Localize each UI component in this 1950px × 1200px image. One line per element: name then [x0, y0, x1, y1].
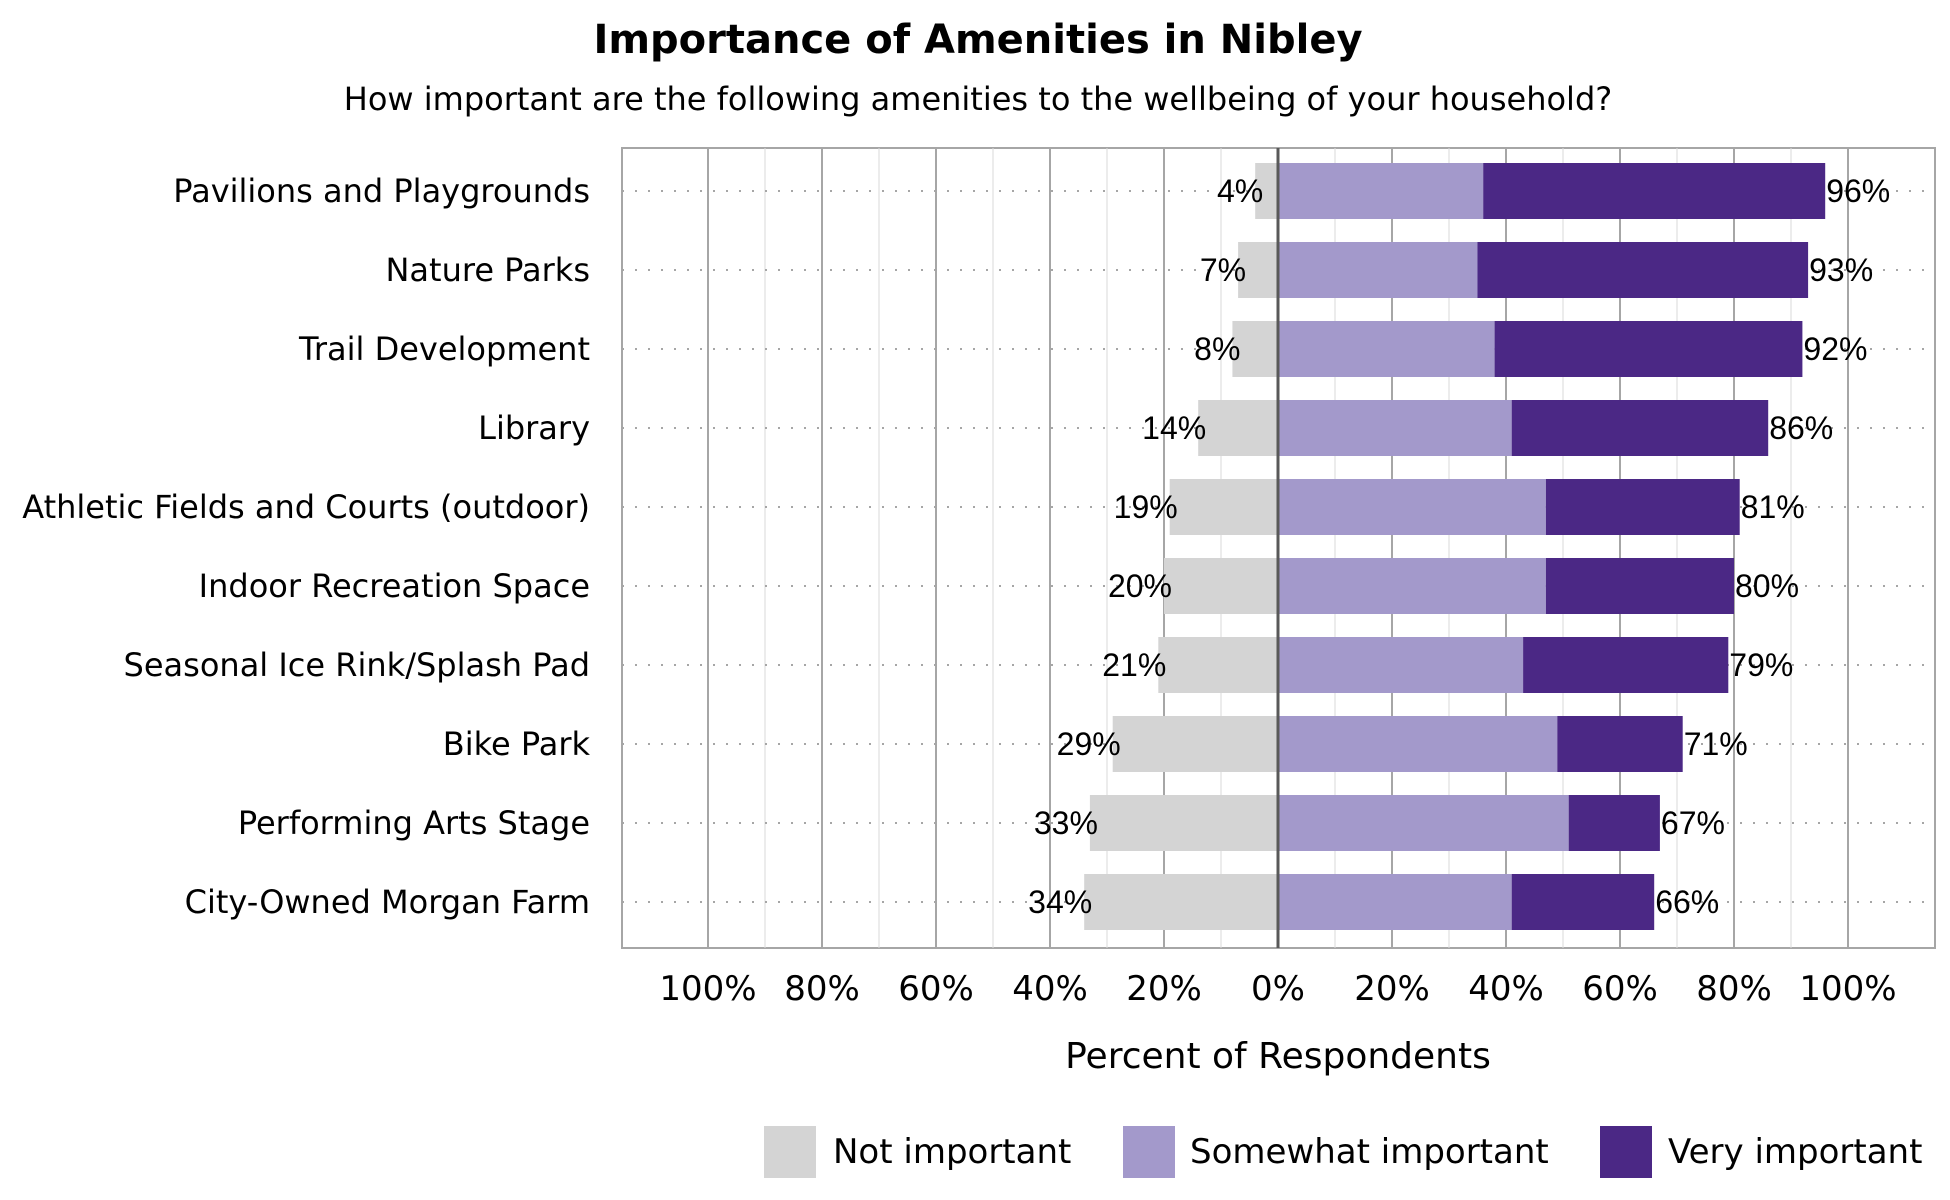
- right-data-label: 86%: [1769, 410, 1833, 446]
- left-data-label: 14%: [1142, 410, 1206, 446]
- right-data-label: 80%: [1735, 568, 1799, 604]
- right-data-label: 81%: [1741, 489, 1805, 525]
- left-data-label: 29%: [1057, 726, 1121, 762]
- plot-area: 4% 96% 7% 93% 8% 92% 14% 86% 19% 81% 20% 80% 21% 79% 2…: [621, 147, 1936, 949]
- right-data-label: 96%: [1826, 173, 1890, 209]
- legend-swatch: [1123, 1126, 1175, 1178]
- bar-not-important-3: [1198, 400, 1278, 456]
- bar-somewhat-important-7: [1278, 716, 1558, 772]
- x-tick-label: 20%: [1354, 969, 1430, 1009]
- left-data-label: 4%: [1217, 173, 1263, 209]
- x-tick-label: 100%: [1799, 969, 1896, 1009]
- bar-not-important-7: [1112, 716, 1278, 772]
- bar-not-important-8: [1089, 795, 1278, 851]
- bar-very-important-2: [1494, 321, 1803, 377]
- category-label: Nature Parks: [385, 251, 590, 289]
- bar-somewhat-important-5: [1278, 558, 1546, 614]
- bar-very-important-6: [1523, 637, 1729, 693]
- left-data-label: 20%: [1108, 568, 1172, 604]
- bar-somewhat-important-6: [1278, 637, 1524, 693]
- bar-very-important-0: [1483, 163, 1826, 219]
- bar-not-important-4: [1169, 479, 1278, 535]
- category-labels: Pavilions and Playgrounds Nature Parks Tra…: [22, 172, 590, 921]
- bar-somewhat-important-4: [1278, 479, 1546, 535]
- bar-not-important-2: [1232, 321, 1278, 377]
- category-label: Library: [478, 409, 590, 447]
- data-labels: 4% 96% 7% 93% 8% 92% 14% 86% 19% 81% 20% 80% 21% 79% 2…: [1028, 173, 1890, 920]
- x-tick-label: 100%: [659, 969, 756, 1009]
- category-label: Bike Park: [443, 725, 591, 763]
- x-tick-label: 60%: [1582, 969, 1658, 1009]
- x-axis-title: Percent of Respondents: [1065, 1036, 1491, 1077]
- bar-somewhat-important-0: [1278, 163, 1484, 219]
- bar-very-important-7: [1557, 716, 1683, 772]
- bar-somewhat-important-8: [1278, 795, 1569, 851]
- x-tick-label: 40%: [1012, 969, 1088, 1009]
- category-label: Seasonal Ice Rink/Splash Pad: [124, 646, 590, 684]
- category-label: Trail Development: [298, 330, 590, 368]
- bar-very-important-9: [1511, 874, 1655, 930]
- bar-not-important-9: [1084, 874, 1278, 930]
- x-tick-labels: 100% 80% 60% 40% 20% 0% 20% 40% 60% 80% 100%: [659, 969, 1896, 1009]
- legend-label: Somewhat important: [1190, 1132, 1549, 1172]
- legend-label: Not important: [833, 1132, 1071, 1172]
- bar-not-important-6: [1158, 637, 1278, 693]
- bar-somewhat-important-3: [1278, 400, 1512, 456]
- legend: Not important Somewhat important Very impo…: [764, 1126, 1922, 1178]
- x-tick-label: 0%: [1251, 969, 1305, 1009]
- left-data-label: 7%: [1200, 252, 1246, 288]
- bar-very-important-8: [1568, 795, 1660, 851]
- bar-somewhat-important-2: [1278, 321, 1495, 377]
- bar-not-important-1: [1238, 242, 1278, 298]
- x-tick-label: 20%: [1126, 969, 1202, 1009]
- x-tick-label: 80%: [784, 969, 860, 1009]
- left-data-label: 21%: [1102, 647, 1166, 683]
- bar-very-important-3: [1511, 400, 1769, 456]
- bar-somewhat-important-1: [1278, 242, 1478, 298]
- legend-swatch: [1600, 1126, 1652, 1178]
- category-label: Performing Arts Stage: [238, 804, 590, 842]
- bar-not-important-0: [1255, 163, 1278, 219]
- category-label: Athletic Fields and Courts (outdoor): [22, 488, 590, 526]
- legend-label: Very important: [1668, 1132, 1922, 1172]
- bars: [1084, 163, 1826, 930]
- chart-subtitle: How important are the following amenitie…: [344, 80, 1612, 118]
- bar-somewhat-important-9: [1278, 874, 1512, 930]
- category-label: Indoor Recreation Space: [199, 567, 590, 605]
- left-data-label: 19%: [1114, 489, 1178, 525]
- right-data-label: 66%: [1655, 884, 1719, 920]
- x-tick-label: 60%: [898, 969, 974, 1009]
- category-label: City-Owned Morgan Farm: [185, 883, 590, 921]
- right-data-label: 79%: [1729, 647, 1793, 683]
- x-tick-label: 80%: [1696, 969, 1772, 1009]
- right-data-label: 71%: [1684, 726, 1748, 762]
- legend-swatch: [764, 1126, 816, 1178]
- left-data-label: 33%: [1034, 805, 1098, 841]
- bar-very-important-4: [1545, 479, 1740, 535]
- bar-very-important-5: [1545, 558, 1734, 614]
- left-data-label: 34%: [1028, 884, 1092, 920]
- left-data-label: 8%: [1194, 331, 1240, 367]
- right-data-label: 93%: [1809, 252, 1873, 288]
- bar-very-important-1: [1477, 242, 1809, 298]
- chart-title: Importance of Amenities in Nibley: [593, 17, 1362, 63]
- category-label: Pavilions and Playgrounds: [173, 172, 590, 210]
- x-tick-label: 40%: [1468, 969, 1544, 1009]
- right-data-label: 92%: [1803, 331, 1867, 367]
- bar-not-important-5: [1164, 558, 1278, 614]
- right-data-label: 67%: [1661, 805, 1725, 841]
